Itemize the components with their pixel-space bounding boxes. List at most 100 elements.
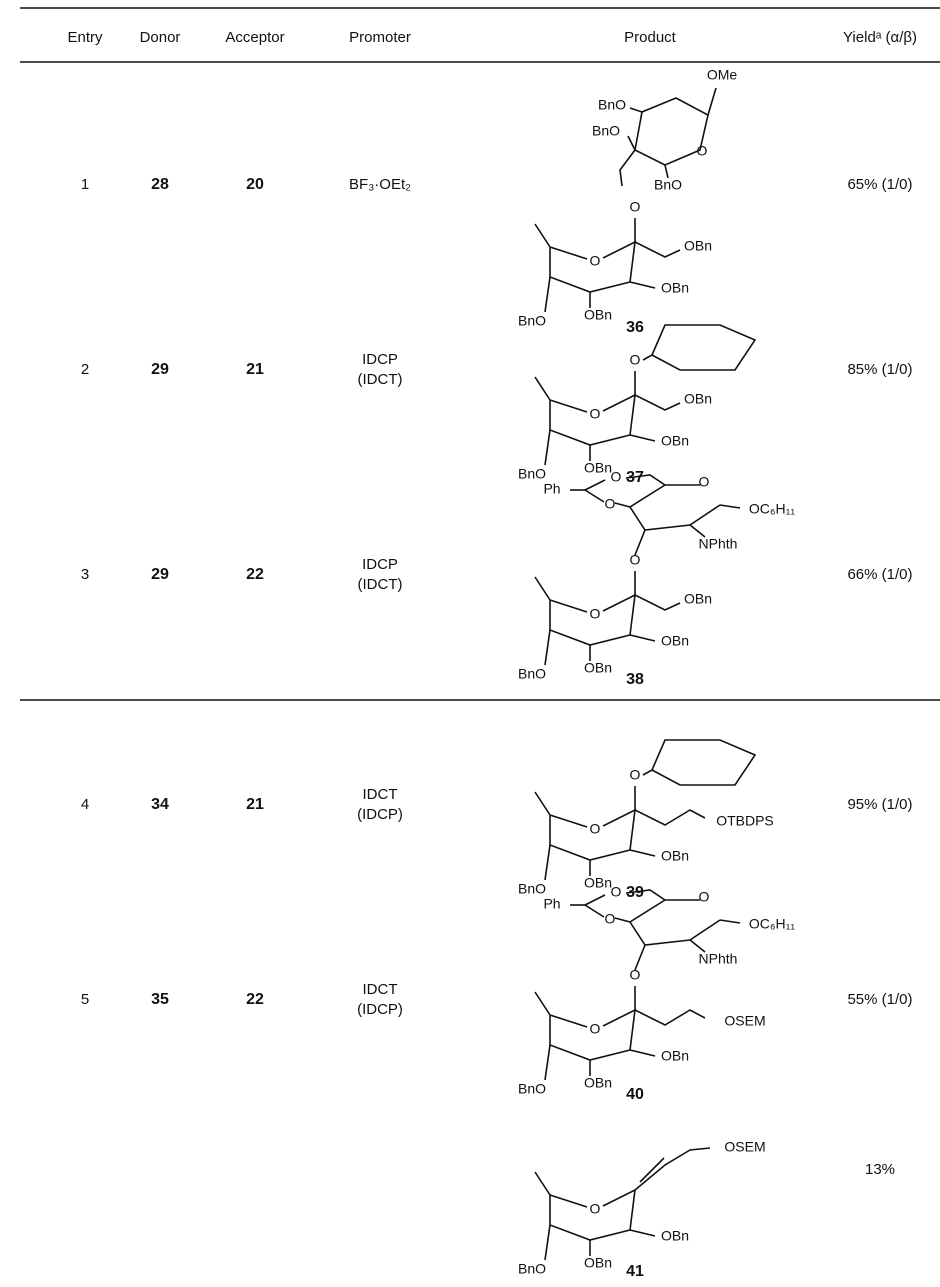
bond: [550, 600, 587, 612]
structure-label: OSEM: [724, 1013, 765, 1029]
bond: [615, 918, 630, 922]
structure-label: BnO: [518, 466, 546, 482]
yield: 85% (1/0): [847, 361, 912, 378]
structure-label: OBn: [661, 633, 689, 649]
structure-label: O: [630, 767, 641, 783]
bond: [545, 630, 550, 665]
promoter: IDCT: [363, 981, 398, 998]
acceptor: 21: [246, 361, 264, 378]
bond: [585, 480, 605, 502]
structure-label: OBn: [584, 1075, 612, 1091]
bond: [635, 242, 680, 257]
bond: [535, 1172, 550, 1195]
column-header: Promoter: [349, 29, 411, 46]
bond: [635, 1010, 705, 1025]
structure-label: O: [630, 552, 641, 568]
bond: [652, 740, 755, 785]
donor: 34: [151, 796, 169, 813]
structure-label: OBn: [684, 391, 712, 407]
structure-label: OBn: [661, 1228, 689, 1244]
bond: [630, 900, 700, 922]
structure-label: O: [590, 253, 601, 269]
structure-label: O: [605, 911, 616, 927]
structure-label: NPhth: [699, 951, 738, 967]
compound-number: 36: [626, 319, 644, 336]
bond: [545, 277, 550, 312]
bond: [652, 325, 755, 370]
structure-label: BnO: [518, 1261, 546, 1277]
structure-label: O: [630, 967, 641, 983]
yield: 55% (1/0): [847, 991, 912, 1008]
bond: [545, 845, 550, 880]
acceptor: 20: [246, 176, 264, 193]
structure-label: O: [590, 1201, 601, 1217]
structure-label: OBn: [661, 1048, 689, 1064]
structure-label: O: [590, 821, 601, 837]
bond: [535, 577, 550, 600]
structure-label: O: [590, 606, 601, 622]
bond: [630, 435, 655, 441]
structure-label: OC₆H₁₁: [749, 916, 795, 932]
acceptor: 22: [246, 991, 264, 1008]
structure-label: OBn: [584, 307, 612, 323]
bond: [635, 1148, 710, 1190]
structure-label: O: [697, 143, 708, 159]
structure-label: O: [605, 496, 616, 512]
structure-label: OBn: [584, 1255, 612, 1271]
bond: [550, 1195, 587, 1207]
bond: [630, 485, 700, 507]
column-header: Donor: [140, 29, 181, 46]
bond: [535, 992, 550, 1015]
bond: [535, 792, 550, 815]
bond: [545, 1225, 550, 1260]
structure-label: OTBDPS: [716, 813, 774, 829]
structure-label: O: [630, 199, 641, 215]
yield: 13%: [865, 1161, 895, 1178]
compound-number: 40: [626, 1086, 644, 1103]
structure-label: O: [590, 1021, 601, 1037]
bond: [585, 895, 605, 917]
donor: 29: [151, 566, 169, 583]
promoter: (IDCP): [357, 1001, 403, 1018]
promoter: (IDCT): [358, 371, 403, 388]
entry: 1: [81, 176, 89, 193]
donor: 35: [151, 991, 169, 1008]
bond: [643, 770, 652, 775]
structure-label: O: [699, 474, 710, 490]
bond: [550, 247, 587, 259]
structure-label: OSEM: [724, 1139, 765, 1155]
structure-label: OBn: [584, 660, 612, 676]
bond: [635, 810, 705, 825]
structure-label: Ph: [543, 481, 560, 497]
bond: [620, 150, 635, 186]
bond: [550, 400, 587, 412]
table-page: EntryDonorAcceptorPromoterProductYieldᵃ …: [0, 0, 940, 1287]
promoter: IDCT: [363, 786, 398, 803]
bond: [643, 355, 652, 360]
structure-label: OBn: [584, 875, 612, 891]
structure-label: OBn: [684, 238, 712, 254]
bond: [720, 920, 740, 923]
entry: 4: [81, 796, 89, 813]
bond: [550, 815, 587, 827]
structure-label: OBn: [661, 433, 689, 449]
bond: [550, 1015, 587, 1027]
structure-label: NPhth: [699, 536, 738, 552]
column-header: Acceptor: [225, 29, 284, 46]
yield: 65% (1/0): [847, 176, 912, 193]
bond: [545, 430, 550, 465]
structure-label: BnO: [518, 313, 546, 329]
bond: [630, 505, 720, 530]
column-header: Yieldᵃ (α/β): [843, 29, 917, 46]
structure-label: O: [630, 352, 641, 368]
structure-label: BnO: [654, 177, 682, 193]
bond: [630, 1230, 655, 1236]
bond: [635, 395, 680, 410]
promoter: (IDCP): [357, 806, 403, 823]
bond: [708, 88, 716, 115]
column-header: Entry: [67, 29, 103, 46]
acceptor: 22: [246, 566, 264, 583]
bond: [630, 635, 655, 641]
structure-label: BnO: [592, 123, 620, 139]
structure-label: OBn: [661, 280, 689, 296]
